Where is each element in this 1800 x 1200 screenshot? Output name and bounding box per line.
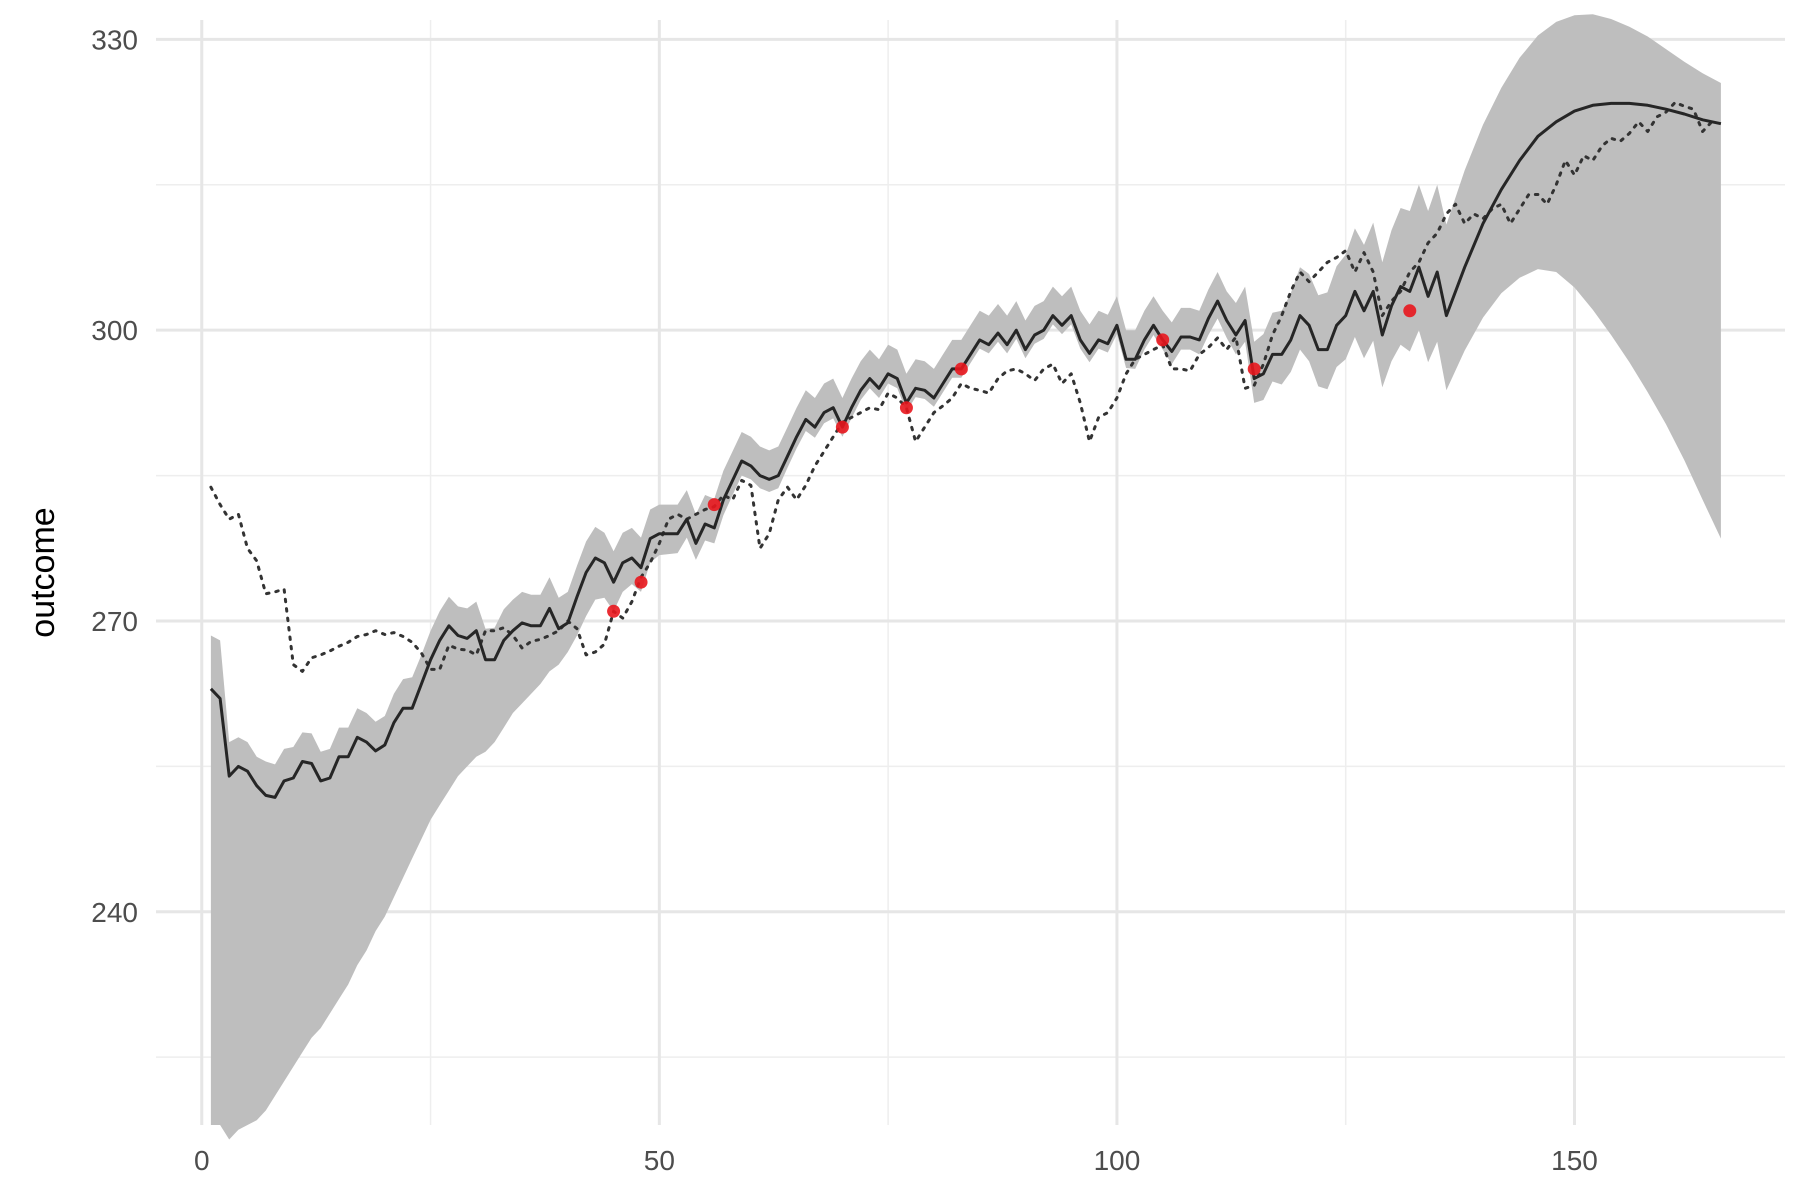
- anomaly-point: [1156, 333, 1170, 347]
- x-tick-label: 0: [194, 1145, 210, 1176]
- anomaly-point: [835, 420, 849, 434]
- x-tick-label: 50: [644, 1145, 675, 1176]
- y-axis-title: outcome: [24, 507, 62, 637]
- observed-dotted-line: [209, 100, 1714, 673]
- y-tick-label: 330: [91, 24, 138, 55]
- anomaly-point: [607, 604, 621, 618]
- y-axis-tick-labels: 240 270 300 330: [91, 24, 138, 927]
- x-tick-label: 100: [1094, 1145, 1141, 1176]
- fitted-solid-line: [209, 101, 1722, 799]
- anomaly-point: [1403, 304, 1417, 318]
- anomaly-point: [707, 498, 721, 512]
- anomaly-points-layer: [607, 304, 1417, 618]
- series-lines-layer: [209, 100, 1722, 799]
- interval-band: [210, 14, 1721, 1140]
- anomaly-point: [1247, 362, 1261, 376]
- y-tick-label: 300: [91, 315, 138, 346]
- x-axis-tick-labels: 0 50 100 150: [194, 1145, 1598, 1176]
- x-tick-label: 150: [1551, 1145, 1598, 1176]
- anomaly-point: [634, 575, 648, 589]
- y-tick-label: 240: [91, 897, 138, 928]
- anomaly-point: [954, 362, 968, 376]
- interval-band-layer: [210, 14, 1721, 1140]
- gridlines: [156, 20, 1785, 1125]
- y-tick-label: 270: [91, 606, 138, 637]
- anomaly-point: [899, 401, 913, 415]
